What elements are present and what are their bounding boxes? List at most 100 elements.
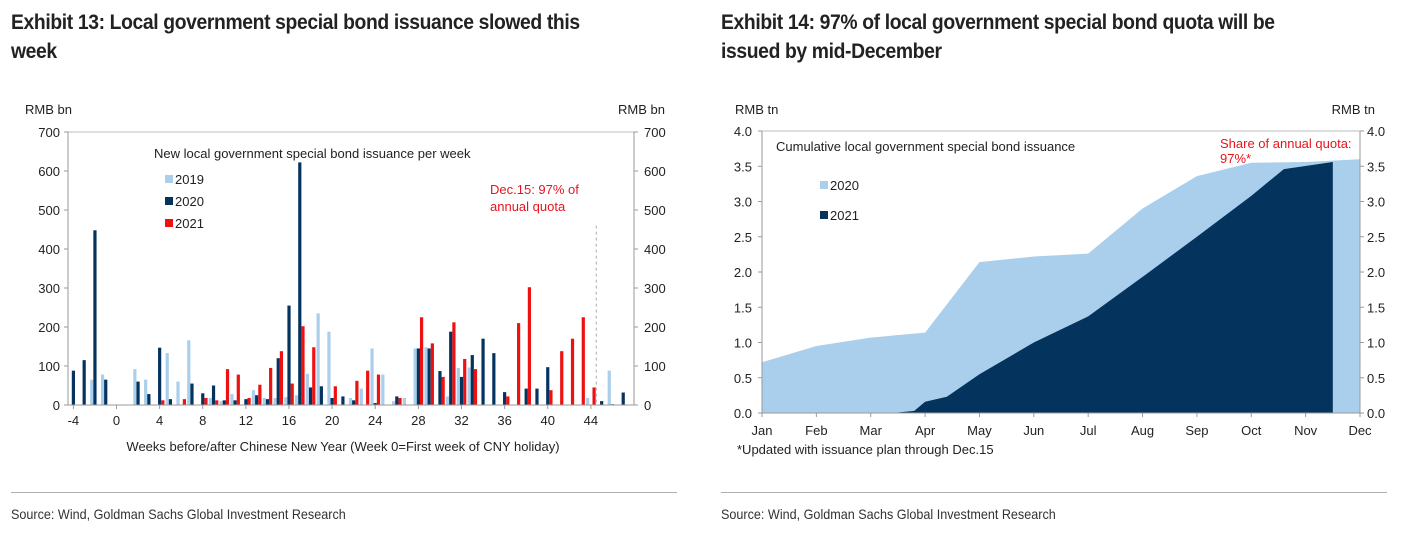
bar-2021 [570,338,575,405]
y-tick-label-left: 600 [38,164,60,179]
bar-2021 [215,400,219,405]
bar-2021 [527,287,531,405]
y-tick-label-left: 2.0 [734,265,752,280]
bar-2020 [276,358,280,405]
legend-label-2020: 2020 [830,178,859,193]
bar-2020 [535,388,539,405]
bar-2019 [305,373,309,405]
exhibit-14-title: Exhibit 14: 97% of local government spec… [721,8,1347,66]
bar-2020 [546,367,550,405]
x-tick-label: Sep [1185,423,1208,438]
bar-2021 [269,367,273,405]
legend-swatch-2021 [820,211,828,219]
bar-2021 [366,370,370,405]
bar-2020 [481,338,485,405]
bar-2020 [330,397,334,405]
legend-swatch-2019 [165,175,173,183]
x-tick-label: 16 [282,413,296,428]
y-tick-label-left: 0.5 [734,371,752,386]
x-tick-label: -4 [68,413,80,428]
exhibit-13-title-line1: Exhibit 13: Local government special bon… [11,11,580,34]
y-axis-label-right: RMB bn [618,102,665,117]
x-tick-label: 24 [368,413,382,428]
annotation-line1: Share of annual quota: [1220,136,1352,151]
chart-inner-title: Cumulative local government special bond… [776,139,1075,154]
bar-2020 [190,383,194,405]
y-tick-label-left: 200 [38,320,60,335]
y-tick-label-right: 2.0 [1367,265,1385,280]
y-tick-label-right: 3.0 [1367,195,1385,210]
bar-2021 [452,322,456,405]
bar-2019 [402,397,406,405]
y-axis-label-right: RMB tn [1332,102,1375,117]
annotation-line1: Dec.15: 97% of [490,182,579,197]
y-tick-label-right: 4.0 [1367,124,1385,139]
bar-2020 [82,360,86,405]
legend-swatch-2020 [165,197,173,205]
bar-2021 [204,397,208,405]
divider [721,492,1387,493]
bar-2020 [308,387,313,405]
bar-2021 [398,397,402,405]
bar-2021 [549,390,553,405]
bar-2019 [327,331,331,405]
y-tick-label-right: 700 [644,125,666,140]
y-tick-label-right: 200 [644,320,666,335]
x-axis-label: Weeks before/after Chinese New Year (Wee… [126,439,559,454]
x-tick-label: 4 [156,413,163,428]
bar-2020 [104,379,108,405]
bar-2019 [262,397,266,405]
y-tick-label-left: 400 [38,242,60,257]
bar-2019 [607,370,611,405]
bar-2021 [581,317,585,405]
bar-2020 [244,399,248,405]
x-tick-label: 28 [411,413,425,428]
bar-2019 [90,379,94,405]
legend-swatch-2020 [820,181,828,189]
bar-2021 [301,326,305,405]
bar-2019 [273,397,277,405]
x-tick-label: Oct [1241,423,1262,438]
bar-2020 [265,399,270,405]
bar-2020 [341,396,345,405]
bar-2021 [182,399,186,405]
bar-2020 [255,395,259,405]
x-tick-label: Apr [915,423,936,438]
bar-2019 [208,397,212,405]
footnote: *Updated with issuance plan through Dec.… [737,442,994,457]
bar-2021 [506,396,510,405]
exhibit-14-title-line2: issued by mid-December [721,40,942,63]
bar-2020 [233,400,237,405]
x-tick-label: 36 [497,413,511,428]
bar-2020 [427,348,431,405]
bar-2020 [395,396,399,405]
legend-label-2019: 2019 [175,172,204,187]
exhibit-13-title-line2: week [11,40,57,63]
bar-2021 [247,397,251,405]
x-tick-label: Nov [1294,423,1318,438]
x-tick-label: 20 [325,413,339,428]
y-tick-label-right: 1.0 [1367,336,1385,351]
x-tick-label: Jan [752,423,773,438]
y-tick-label-left: 3.5 [734,159,752,174]
x-tick-label: 0 [113,413,120,428]
bar-2019 [381,374,385,405]
x-tick-label: Mar [860,423,883,438]
y-tick-label-left: 500 [38,203,60,218]
bar-2020 [147,394,151,405]
bar-2021 [290,383,294,405]
y-tick-label-left: 100 [38,359,60,374]
legend: 2020 2021 [820,178,859,223]
bar-2021 [258,384,262,405]
bar-2020 [503,392,507,405]
bar-2021 [279,351,284,405]
bar-2019 [359,388,363,405]
bar-2020 [416,348,420,405]
bar-2021 [312,347,316,405]
y-tick-label-right: 1.5 [1367,300,1385,315]
bar-2019 [176,381,180,405]
exhibit-14-title-line1: Exhibit 14: 97% of local government spec… [721,11,1275,34]
y-tick-label-right: 2.5 [1367,230,1385,245]
x-tick-label: 12 [239,413,253,428]
